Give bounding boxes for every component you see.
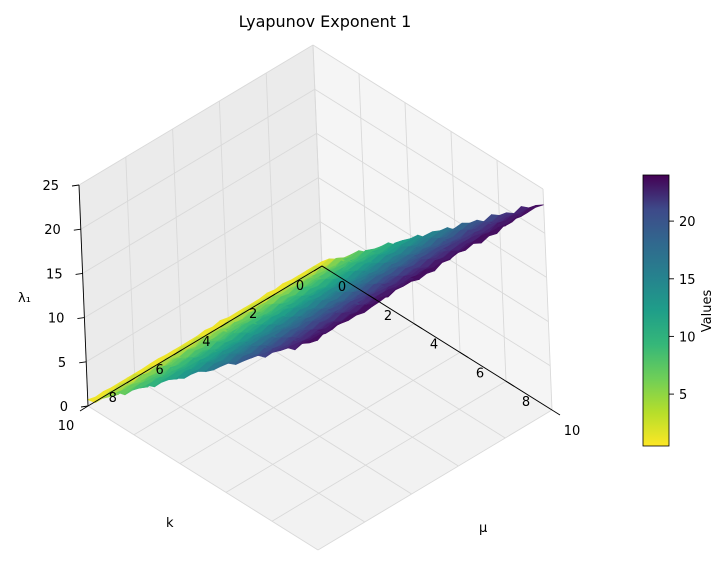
- axes-lines: 0 5 10 15 20 25 0 2 4 6 8 10 0 2 4 6 8 10: [42, 179, 580, 439]
- colorbar-tick-label: 10: [679, 330, 696, 345]
- z-tick: [80, 405, 89, 408]
- mu-tick: [367, 294, 377, 301]
- z-tick: [75, 272, 83, 275]
- floor-gridline-mu: [271, 380, 507, 522]
- z-tick-label: 15: [46, 267, 63, 282]
- floor-gridline-mu: [179, 323, 415, 464]
- floor-gridline-mu: [225, 352, 461, 493]
- colorbar-tick-label: 15: [679, 273, 696, 288]
- mu-tick: [459, 352, 469, 358]
- floor-gridline-k: [87, 405, 319, 551]
- wall-gridline-k: [125, 156, 136, 379]
- wall-gridline-z: [80, 88, 316, 230]
- wall-gridline-k: [312, 44, 323, 267]
- z-tick: [79, 361, 87, 364]
- mu-tick: [505, 380, 515, 387]
- k-tick-label: 8: [109, 391, 117, 406]
- z-axis-label: λ₁: [18, 291, 31, 306]
- mu-tick: [321, 265, 331, 272]
- mu-tick-label: 8: [522, 395, 530, 410]
- k-tick: [266, 293, 276, 300]
- mu-tick: [551, 409, 561, 416]
- mu-tick-label: 4: [430, 338, 438, 353]
- z-tick: [71, 184, 80, 187]
- colorbar: 5 10 15 20: [642, 174, 696, 447]
- k-tick: [220, 321, 229, 328]
- chart-title: Lyapunov Exponent 1: [238, 12, 412, 31]
- z-tick-label: 0: [60, 400, 68, 415]
- colorbar-label: Values: [700, 290, 715, 333]
- wall-gridline-z: [314, 88, 546, 234]
- k-tick: [79, 405, 89, 412]
- mu-tick-label: 6: [476, 366, 484, 381]
- z-tick: [77, 317, 85, 320]
- wall-gridline-mu: [496, 160, 507, 382]
- surface-patch: [528, 204, 544, 209]
- colorbar-gradient: [642, 174, 670, 447]
- mu-tick-label: 2: [384, 309, 392, 324]
- wall-gridline-z: [316, 133, 547, 278]
- wall-gridline-mu: [542, 188, 553, 411]
- z-tick-label: 5: [58, 356, 66, 371]
- colorbar-tick-label: 20: [679, 215, 696, 230]
- wall-gridline-z: [85, 221, 321, 363]
- k-tick-label: 6: [155, 363, 163, 378]
- colorbar-tick-label: 5: [679, 388, 687, 403]
- wall-gridline-mu: [404, 102, 415, 324]
- floor-gridline-k: [134, 377, 366, 523]
- floor-gridline-mu: [317, 409, 553, 551]
- z-tick-label: 10: [48, 312, 65, 327]
- mu-tick: [413, 323, 423, 329]
- wall-gridline-z: [312, 44, 544, 190]
- wall-gridline-z: [319, 221, 551, 367]
- k-axis-label: k: [166, 516, 174, 531]
- wall-gridline-k: [172, 128, 183, 351]
- surface-mesh: [86, 204, 544, 404]
- z-tick-label: 20: [44, 223, 61, 238]
- wall-gridline-z: [84, 177, 319, 318]
- mu-tick-label: 10: [564, 424, 581, 439]
- k-tick: [173, 349, 182, 356]
- floor-gridline-k: [181, 349, 412, 495]
- wall-gridline-z: [78, 44, 314, 186]
- k-tick-label: 4: [202, 335, 210, 350]
- mu-axis-label: μ: [479, 521, 487, 536]
- back-right-pane: [313, 45, 552, 410]
- k-tick-label: 0: [296, 279, 304, 294]
- back-left-pane: [79, 45, 322, 406]
- mu-tick-label: 0: [338, 280, 346, 295]
- wall-gridline-z: [82, 133, 317, 274]
- wall-gridline-k: [218, 100, 229, 323]
- k-tick: [126, 377, 136, 384]
- k-tick-label: 2: [249, 307, 257, 322]
- z-tick-label: 25: [42, 179, 59, 194]
- wall-gridline-k: [265, 72, 276, 295]
- k-tick: [313, 265, 323, 272]
- k-tick-label: 10: [58, 419, 75, 434]
- z-tick: [73, 228, 81, 231]
- z-axis-line: [78, 184, 89, 407]
